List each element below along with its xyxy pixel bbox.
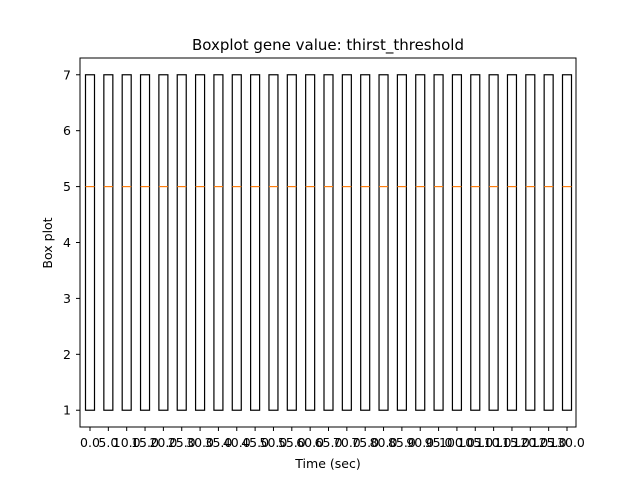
box-11 [286, 74, 297, 411]
box-20 [451, 74, 463, 411]
box-24 [525, 74, 536, 411]
x-tick-label-23: 115.0 [494, 435, 530, 450]
x-tick-label-20: 100.0 [439, 435, 475, 450]
y-tick-label-2: 3 [63, 291, 71, 306]
x-tick-label-2: 10.0 [113, 435, 141, 450]
box-12 [305, 74, 316, 411]
x-tick-label-17: 85.0 [388, 435, 416, 450]
box-25 [543, 74, 554, 411]
box-16 [378, 74, 389, 411]
x-tick-label-24: 120.0 [512, 435, 548, 450]
box-21 [470, 74, 481, 411]
x-tick-label-12: 60.0 [296, 435, 324, 450]
x-tick-label-5: 25.0 [168, 435, 196, 450]
x-tick-label-7: 35.0 [205, 435, 233, 450]
y-tick-label-0: 1 [63, 403, 71, 418]
box-2 [121, 74, 132, 411]
box-0 [84, 74, 96, 411]
box-6 [194, 74, 206, 411]
box-26 [561, 74, 573, 411]
y-tick-label-5: 6 [63, 123, 71, 138]
x-tick-label-22: 110.0 [476, 435, 512, 450]
box-13 [323, 74, 334, 411]
box-10 [268, 74, 279, 411]
box-22 [488, 74, 499, 411]
plot-frame [79, 57, 577, 428]
x-axis-ticks: 0.05.010.015.020.025.030.035.040.045.050… [80, 427, 585, 450]
x-tick-label-16: 80.0 [370, 435, 398, 450]
x-tick-label-4: 20.0 [149, 435, 177, 450]
x-tick-label-9: 45.0 [241, 435, 269, 450]
box-14 [341, 74, 352, 411]
box-15 [360, 74, 371, 411]
box-17 [396, 74, 407, 411]
box-9 [250, 74, 261, 411]
x-tick-label-26: 130.0 [549, 435, 585, 450]
x-tick-label-0: 0.0 [80, 435, 100, 450]
box-18 [415, 74, 426, 411]
chart-title: Boxplot gene value: thirst_threshold [192, 36, 464, 55]
box-group [84, 74, 573, 411]
box-4 [158, 74, 169, 411]
y-tick-label-3: 4 [63, 235, 71, 250]
box-19 [433, 74, 444, 411]
x-tick-label-14: 70.0 [333, 435, 361, 450]
x-tick-label-8: 40.0 [223, 435, 251, 450]
x-tick-label-18: 90.0 [406, 435, 434, 450]
x-tick-label-19: 95.0 [425, 435, 453, 450]
box-3 [139, 74, 151, 411]
x-tick-label-6: 30.0 [186, 435, 214, 450]
y-tick-label-6: 7 [63, 67, 71, 82]
y-axis-label: Box plot [40, 217, 55, 268]
box-7 [213, 74, 224, 411]
x-tick-label-21: 105.0 [457, 435, 493, 450]
x-tick-label-15: 75.0 [351, 435, 379, 450]
y-axis-ticks: 1 2 3 4 5 6 7 [63, 67, 80, 418]
box-1 [103, 74, 114, 411]
x-tick-label-13: 65.0 [315, 435, 343, 450]
x-tick-label-25: 125.0 [531, 435, 567, 450]
box-23 [506, 74, 518, 411]
x-tick-label-11: 55.0 [278, 435, 306, 450]
x-tick-label-1: 5.0 [98, 435, 118, 450]
y-tick-label-4: 5 [63, 179, 71, 194]
y-tick-label-1: 2 [63, 347, 71, 362]
x-tick-label-3: 15.0 [131, 435, 159, 450]
box-8 [231, 74, 242, 411]
box-5 [176, 74, 187, 411]
x-tick-label-10: 50.0 [260, 435, 288, 450]
x-axis-label: Time (sec) [294, 456, 360, 471]
